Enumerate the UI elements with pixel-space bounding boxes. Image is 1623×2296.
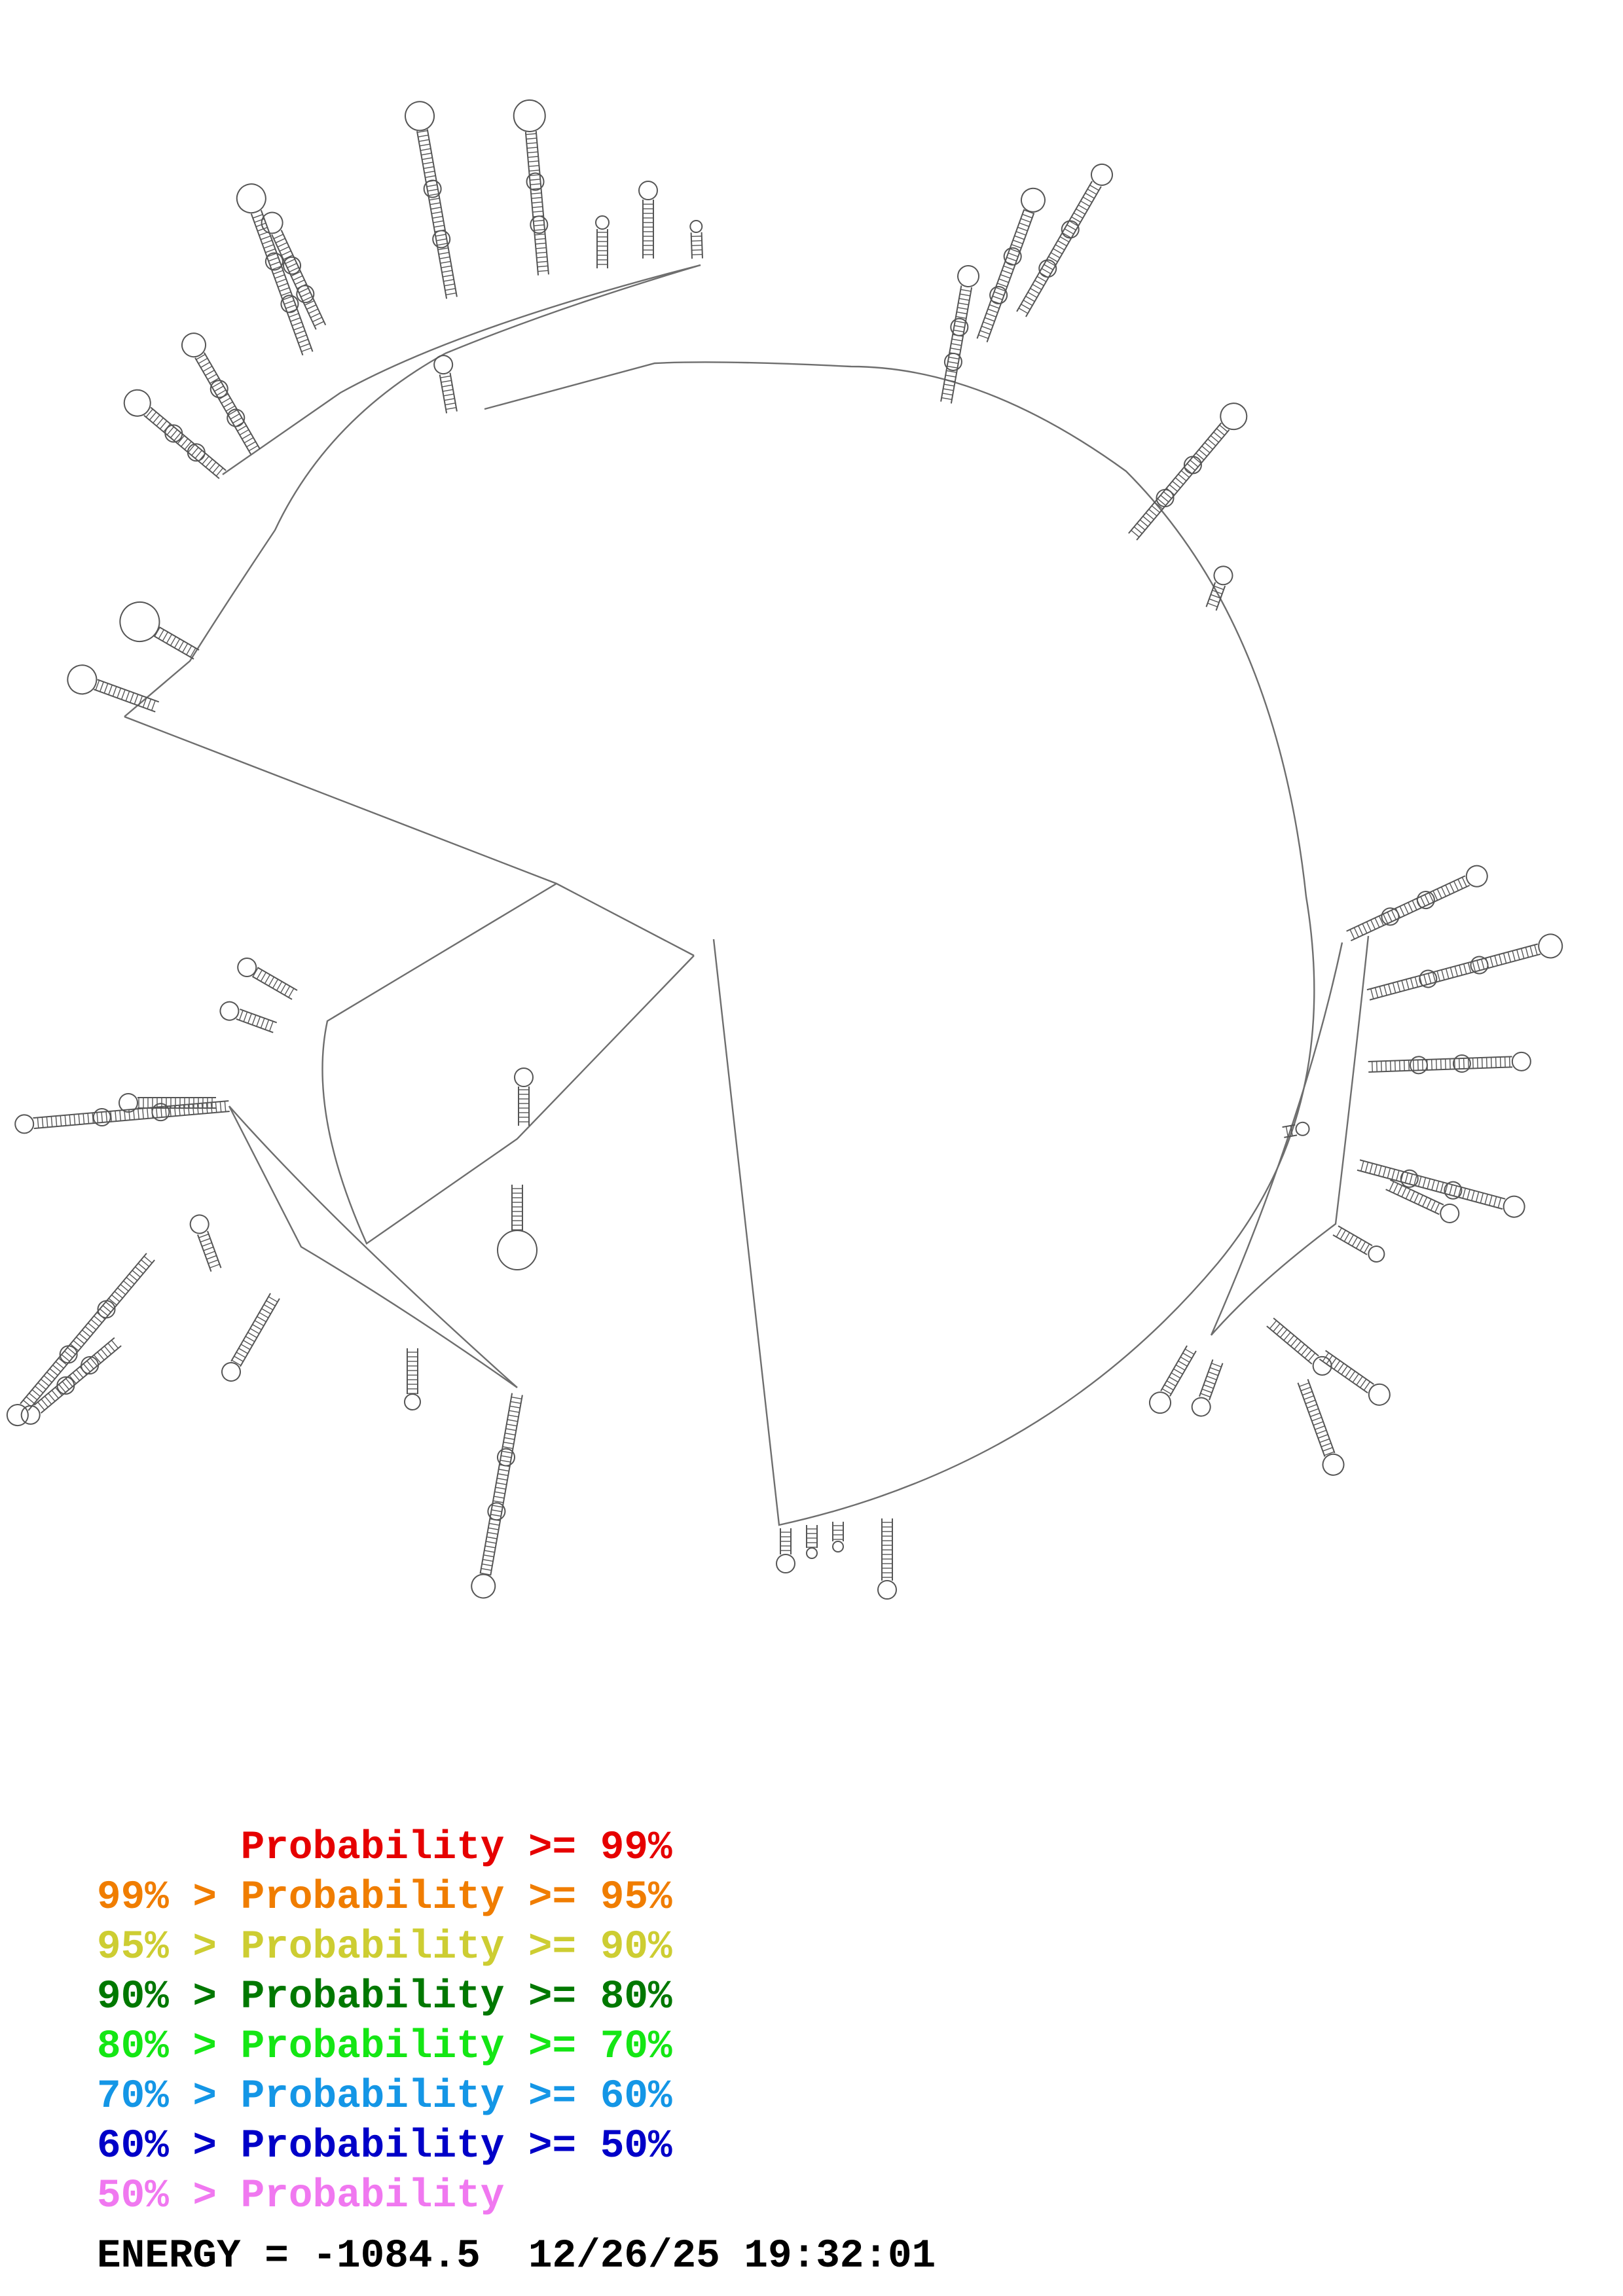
helix-stem — [638, 181, 658, 259]
helix-stem — [806, 1525, 818, 1559]
helix-stem — [433, 355, 458, 414]
helix-stem — [67, 664, 160, 713]
legend-label: Probability >= 95% — [240, 1875, 672, 1920]
legend-range: 70% > — [97, 2074, 241, 2119]
legend-label: Probability >= 60% — [240, 2074, 672, 2119]
legend-label: Probability >= 99% — [240, 1825, 672, 1871]
helix-stem — [1191, 1359, 1224, 1417]
energy-footer: ENERGY = -1084.5 12/26/25 19:32:01 — [97, 2234, 936, 2279]
legend-label: Probability >= 70% — [240, 2024, 672, 2070]
rna-secondary-structure-diagram — [6, 99, 1563, 1600]
helix-stem — [940, 264, 980, 404]
helix-stem — [497, 1185, 538, 1270]
legend-range: 99% > — [97, 1875, 241, 1920]
helix-stem — [14, 1100, 230, 1134]
helix-stem — [6, 1253, 155, 1427]
helix-stems — [6, 99, 1563, 1600]
legend-row: 95% > Probability >= 90% — [97, 1923, 672, 1973]
helix-stem — [189, 1214, 222, 1272]
legend-range: 90% > — [97, 1975, 241, 2020]
legend-range: 60% > — [97, 2124, 241, 2169]
helix-stem — [405, 101, 458, 299]
right-outer-backbone — [1210, 935, 1370, 1336]
timestamp: 12/26/25 19:32:01 — [528, 2234, 936, 2279]
helix-stem — [595, 215, 610, 268]
helix-stem — [1357, 1159, 1525, 1218]
left-diagonal-backbone — [124, 715, 695, 957]
helix-stem — [20, 1337, 122, 1425]
helix-stem — [1128, 403, 1248, 541]
legend-range — [97, 1825, 241, 1871]
legend-label: Probability >= 80% — [240, 1975, 672, 2020]
main-loop-backbone — [484, 361, 1315, 1526]
helix-stem — [261, 211, 327, 330]
helix-stem — [119, 601, 200, 660]
helix-stem — [1266, 1318, 1332, 1376]
helix-stem — [976, 187, 1046, 343]
helix-stem — [1385, 1179, 1460, 1223]
legend-label: Probability — [240, 2174, 505, 2219]
helix-stem — [1319, 1350, 1391, 1406]
helix-stem — [404, 1348, 421, 1410]
legend-row: 70% > Probability >= 60% — [97, 2072, 672, 2122]
helix-stem — [1282, 1121, 1310, 1138]
legend-row: 50% > Probability — [97, 2172, 672, 2221]
upper-left-arc-backbone — [222, 264, 701, 475]
helix-stem — [1297, 1378, 1345, 1476]
helix-stem — [221, 1293, 280, 1382]
legend-range: 50% > — [97, 2174, 241, 2219]
lower-left-outer-backbone — [228, 1105, 518, 1388]
helix-stem — [832, 1522, 844, 1552]
helix-stem — [776, 1528, 795, 1573]
helix-stem — [236, 183, 314, 356]
backbone-lines — [124, 264, 1370, 1526]
energy-value: ENERGY = -1084.5 — [97, 2234, 481, 2279]
helix-stem — [1366, 933, 1563, 1001]
helix-stem — [689, 220, 703, 259]
center-branch-backbone — [321, 882, 695, 1245]
legend-range: 80% > — [97, 2024, 241, 2070]
helix-stem — [1332, 1225, 1385, 1263]
helix-stem — [1149, 1345, 1197, 1414]
helix-stem — [1368, 1051, 1531, 1075]
lower-left-backbone — [228, 1105, 518, 1388]
legend-range: 95% > — [97, 1925, 241, 1970]
helix-stem — [237, 958, 298, 1000]
helix-stem — [1346, 865, 1488, 942]
helix-stem — [119, 1093, 216, 1113]
legend-label: Probability >= 90% — [240, 1925, 672, 1970]
helix-stem — [877, 1518, 897, 1600]
upper-arc-backbone — [445, 264, 701, 355]
helix-stem — [219, 1001, 278, 1033]
helix-stem — [1016, 163, 1113, 317]
probability-legend: Probability >= 99% 99% > Probability >= 9… — [97, 1823, 672, 2221]
helix-stem — [181, 332, 261, 455]
helix-stem — [513, 99, 549, 276]
legend-row: 90% > Probability >= 80% — [97, 1973, 672, 2022]
legend-row: 80% > Probability >= 70% — [97, 2022, 672, 2072]
legend-row: 99% > Probability >= 95% — [97, 1873, 672, 1923]
helix-stem — [471, 1393, 523, 1599]
left-arc-backbone — [124, 352, 446, 717]
helix-stem — [1205, 565, 1233, 611]
legend-row: 60% > Probability >= 50% — [97, 2122, 672, 2172]
helix-stem — [123, 389, 227, 479]
helix-stem — [514, 1067, 534, 1126]
legend-label: Probability >= 50% — [240, 2124, 672, 2169]
legend-row: Probability >= 99% — [97, 1823, 672, 1873]
